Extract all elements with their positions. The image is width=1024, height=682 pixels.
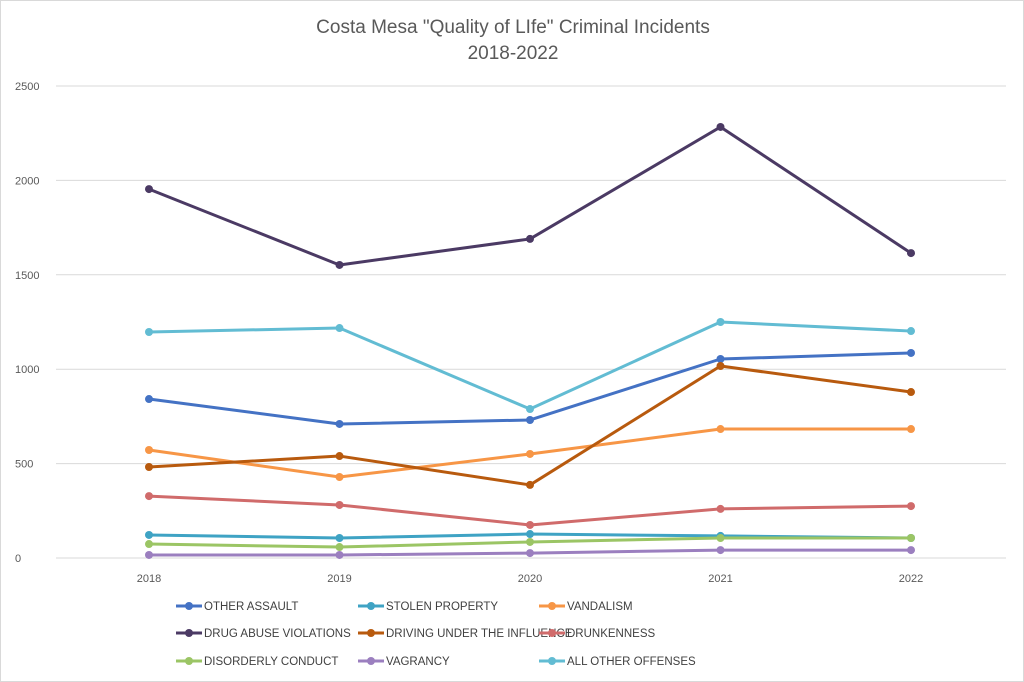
data-point — [907, 546, 915, 555]
data-point — [335, 324, 344, 333]
data-point — [145, 446, 153, 455]
x-tick-label: 2020 — [518, 573, 542, 585]
y-tick-label: 0 — [15, 553, 21, 565]
legend-marker — [548, 629, 556, 637]
x-tick-label: 2021 — [708, 573, 732, 585]
data-point — [526, 234, 534, 243]
legend-label: ALL OTHER OFFENSES — [567, 656, 696, 668]
legend-label: DISORDERLY CONDUCT — [204, 656, 338, 668]
data-point — [907, 348, 915, 357]
x-tick-label: 2022 — [899, 573, 923, 585]
data-point — [335, 473, 344, 482]
y-tick-label: 2500 — [15, 81, 39, 93]
legend-item: VAGRANCY — [358, 656, 450, 668]
series-line — [148, 125, 912, 267]
series-drug-abuse-violations — [145, 122, 915, 269]
y-tick-label: 1500 — [15, 270, 39, 282]
legend-item: OTHER ASSAULT — [176, 601, 298, 613]
data-point — [526, 405, 534, 414]
data-point — [716, 361, 725, 370]
y-tick-label: 1000 — [15, 364, 39, 376]
data-point — [526, 520, 534, 529]
data-point — [145, 492, 153, 501]
chart-title: Costa Mesa "Quality of LIfe" Criminal In… — [316, 17, 710, 38]
legend-item: VANDALISM — [539, 601, 633, 613]
data-point — [907, 425, 915, 434]
data-point — [716, 504, 725, 513]
data-point — [335, 419, 344, 428]
data-point — [335, 533, 344, 542]
data-point — [716, 355, 725, 364]
legend-label: DRUNKENNESS — [567, 628, 656, 640]
legend-item: DRUG ABUSE VIOLATIONS — [176, 628, 351, 640]
legend-marker — [185, 629, 193, 637]
legend-item: DRUNKENNESS — [539, 628, 656, 640]
series-line — [148, 320, 912, 411]
series-disorderly-conduct — [145, 533, 915, 552]
legend-item: DISORDERLY CONDUCT — [176, 656, 338, 668]
series-driving-under-the-influence — [145, 361, 915, 489]
legend-label: DRIVING UNDER THE INFLUENCE — [386, 628, 573, 640]
data-point — [526, 449, 534, 458]
series-line — [148, 494, 912, 527]
legend-label: STOLEN PROPERTY — [386, 601, 498, 613]
legend-label: OTHER ASSAULT — [204, 601, 298, 613]
series-other-assault — [145, 348, 915, 428]
y-tick-label: 500 — [15, 459, 33, 471]
legend-marker — [548, 657, 556, 665]
legend-marker — [367, 602, 375, 610]
data-point — [907, 502, 915, 511]
legend-marker — [367, 657, 375, 665]
y-tick-label: 2000 — [15, 175, 39, 187]
series-all-other-offenses — [145, 318, 915, 414]
data-point — [335, 550, 344, 559]
series-vandalism — [145, 425, 915, 482]
legend-item: ALL OTHER OFFENSES — [539, 656, 696, 668]
data-point — [716, 546, 725, 555]
series-vagrancy — [145, 546, 915, 559]
data-point — [145, 550, 153, 559]
legend-label: VANDALISM — [567, 601, 633, 613]
data-point — [716, 425, 725, 434]
series-line — [148, 351, 912, 426]
data-point — [145, 328, 153, 337]
data-point — [145, 530, 153, 539]
data-point — [335, 260, 344, 269]
legend-marker — [548, 602, 556, 610]
data-point — [335, 452, 344, 461]
x-tick-label: 2018 — [137, 573, 161, 585]
data-point — [145, 185, 153, 194]
data-point — [335, 500, 344, 509]
legend-marker — [185, 657, 193, 665]
data-point — [145, 540, 153, 549]
legend-item: STOLEN PROPERTY — [358, 601, 498, 613]
data-point — [526, 480, 534, 489]
legend-marker — [367, 629, 375, 637]
series-drunkenness — [145, 492, 915, 529]
data-point — [526, 537, 534, 546]
data-point — [907, 249, 915, 258]
data-point — [716, 318, 725, 326]
data-point — [716, 533, 725, 542]
x-tick-label: 2019 — [327, 573, 351, 585]
legend-label: DRUG ABUSE VIOLATIONS — [204, 628, 351, 640]
data-point — [526, 530, 534, 539]
legend-item: DRIVING UNDER THE INFLUENCE — [358, 628, 573, 640]
data-point — [907, 327, 915, 336]
legend-marker — [185, 602, 193, 610]
data-point — [907, 388, 915, 397]
data-point — [526, 549, 534, 558]
data-point — [335, 543, 344, 552]
legend-label: VAGRANCY — [386, 656, 450, 668]
data-point — [526, 415, 534, 424]
data-point — [145, 462, 153, 471]
chart-subtitle: 2018-2022 — [468, 43, 559, 64]
data-point — [907, 533, 915, 542]
data-point — [716, 122, 725, 131]
data-point — [145, 395, 153, 404]
